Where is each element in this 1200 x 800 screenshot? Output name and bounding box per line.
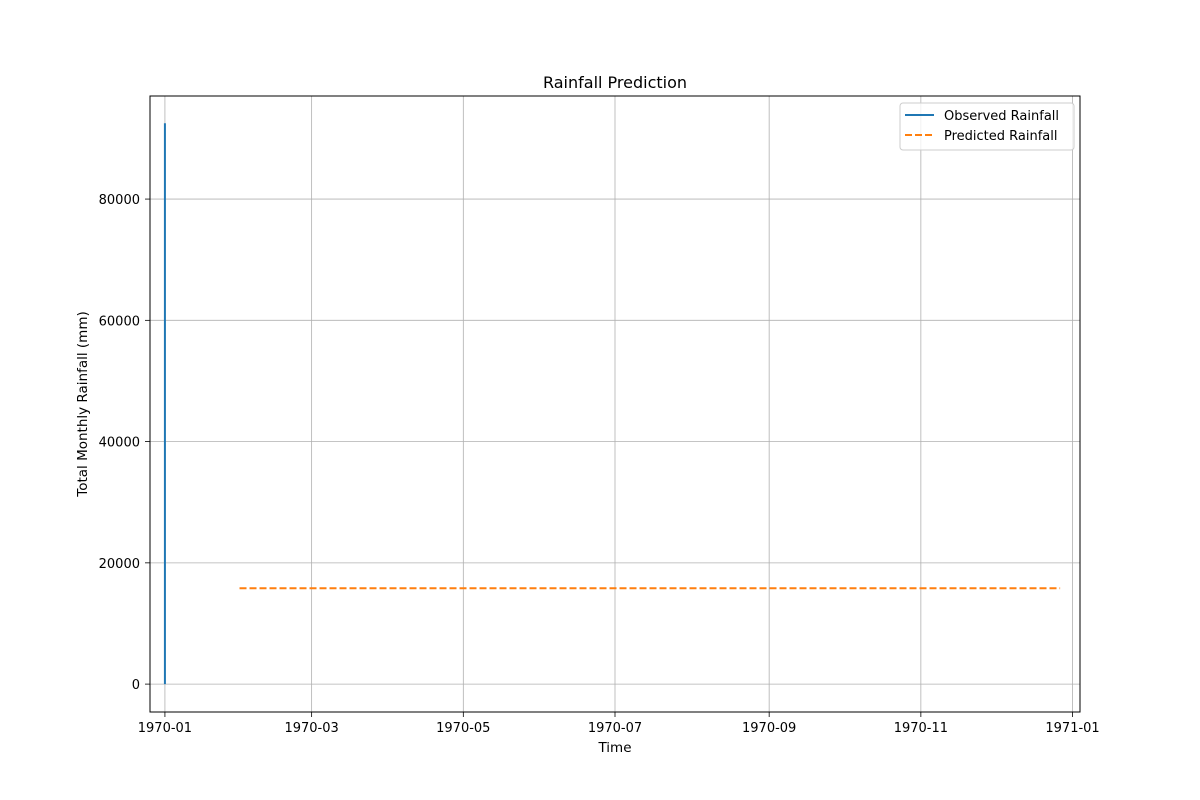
x-tick-label: 1970-09	[742, 721, 796, 736]
chart-title: Rainfall Prediction	[543, 73, 687, 92]
legend-label-observed: Observed Rainfall	[944, 109, 1059, 124]
y-axis-label: Total Monthly Rainfall (mm)	[75, 311, 91, 497]
y-tick-label: 20000	[99, 557, 140, 572]
x-tick-label: 1970-05	[436, 721, 490, 736]
x-axis-ticks: 1970-01 1970-03 1970-05 1970-07 1970-09 1970-…	[138, 712, 1100, 736]
legend-label-predicted: Predicted Rainfall	[944, 129, 1058, 144]
x-tick-label: 1971-01	[1045, 721, 1099, 736]
legend: Observed Rainfall Predicted Rainfall	[899, 102, 1075, 151]
x-tick-label: 1970-03	[284, 721, 338, 736]
grid-lines	[150, 96, 1080, 712]
y-axis-ticks: 0 20000 40000 60000 80000	[99, 193, 150, 693]
x-tick-label: 1970-11	[894, 721, 948, 736]
x-tick-label: 1970-01	[138, 721, 192, 736]
y-tick-label: 40000	[99, 436, 140, 451]
data-series	[163, 123, 1061, 685]
y-tick-label: 80000	[99, 193, 140, 208]
x-tick-label: 1970-07	[588, 721, 642, 736]
y-tick-label: 60000	[99, 314, 140, 329]
x-axis-label: Time	[597, 740, 631, 756]
legend-box	[899, 102, 1075, 151]
y-tick-label: 0	[132, 678, 140, 693]
